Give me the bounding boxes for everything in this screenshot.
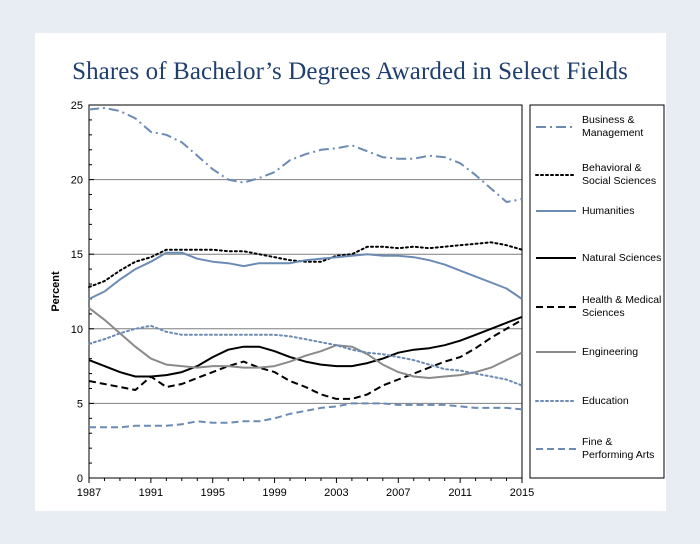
- series-line-2: [88, 241, 523, 288]
- x-tick-label: 1987: [77, 487, 101, 499]
- y-tick-label: 25: [71, 100, 83, 112]
- legend-label: Fine &: [582, 436, 612, 448]
- series-line-1: [88, 107, 523, 203]
- y-tick-label: 0: [77, 473, 83, 485]
- grid-lines: [89, 179, 522, 404]
- plot-frame: [88, 104, 523, 479]
- y-tick-label: 5: [77, 398, 83, 410]
- x-tick-label: 2007: [386, 487, 410, 499]
- legend-label: Natural Sciences: [582, 252, 661, 264]
- legend-box: [529, 104, 665, 479]
- x-tick-label: 2015: [510, 487, 534, 499]
- legend-label: Business &: [582, 114, 635, 126]
- x-tick-label: 1991: [139, 487, 163, 499]
- y-tick-label: 15: [71, 249, 83, 261]
- legend-label: Performing Arts: [582, 449, 654, 461]
- legend-label: Social Sciences: [582, 175, 656, 187]
- series-line-5: [88, 318, 523, 400]
- x-tick-label: 2011: [448, 487, 472, 499]
- series-line-8: [89, 402, 523, 429]
- legend-label: Health & Medical: [582, 294, 661, 306]
- legend-label: Humanities: [582, 205, 635, 217]
- x-tick-label: 2003: [324, 487, 348, 499]
- axes: 0 5 10 15 20 25 1987 1991 1995 1999 2003 2007 2011 20…: [50, 100, 534, 499]
- x-tick-label: 1999: [262, 487, 286, 499]
- series-line-6: [88, 307, 523, 379]
- series-line-4: [88, 315, 523, 378]
- series-lines: [88, 107, 523, 429]
- legend-label: Sciences: [582, 307, 625, 319]
- legend-label: Management: [582, 127, 643, 139]
- chart-title: Shares of Bachelor’s Degrees Awarded in …: [72, 58, 628, 85]
- legend: Business &Management Behavioral &Social S…: [529, 104, 665, 479]
- y-axis-label: Percent: [50, 271, 62, 312]
- y-tick-label: 10: [71, 324, 83, 336]
- series-line-3: [88, 251, 523, 300]
- legend-label: Engineering: [582, 346, 638, 358]
- series-line-7: [88, 324, 523, 387]
- legend-label: Behavioral &: [582, 162, 642, 174]
- legend-label: Education: [582, 395, 629, 407]
- y-tick-label: 20: [71, 175, 83, 187]
- x-tick-label: 1995: [200, 487, 224, 499]
